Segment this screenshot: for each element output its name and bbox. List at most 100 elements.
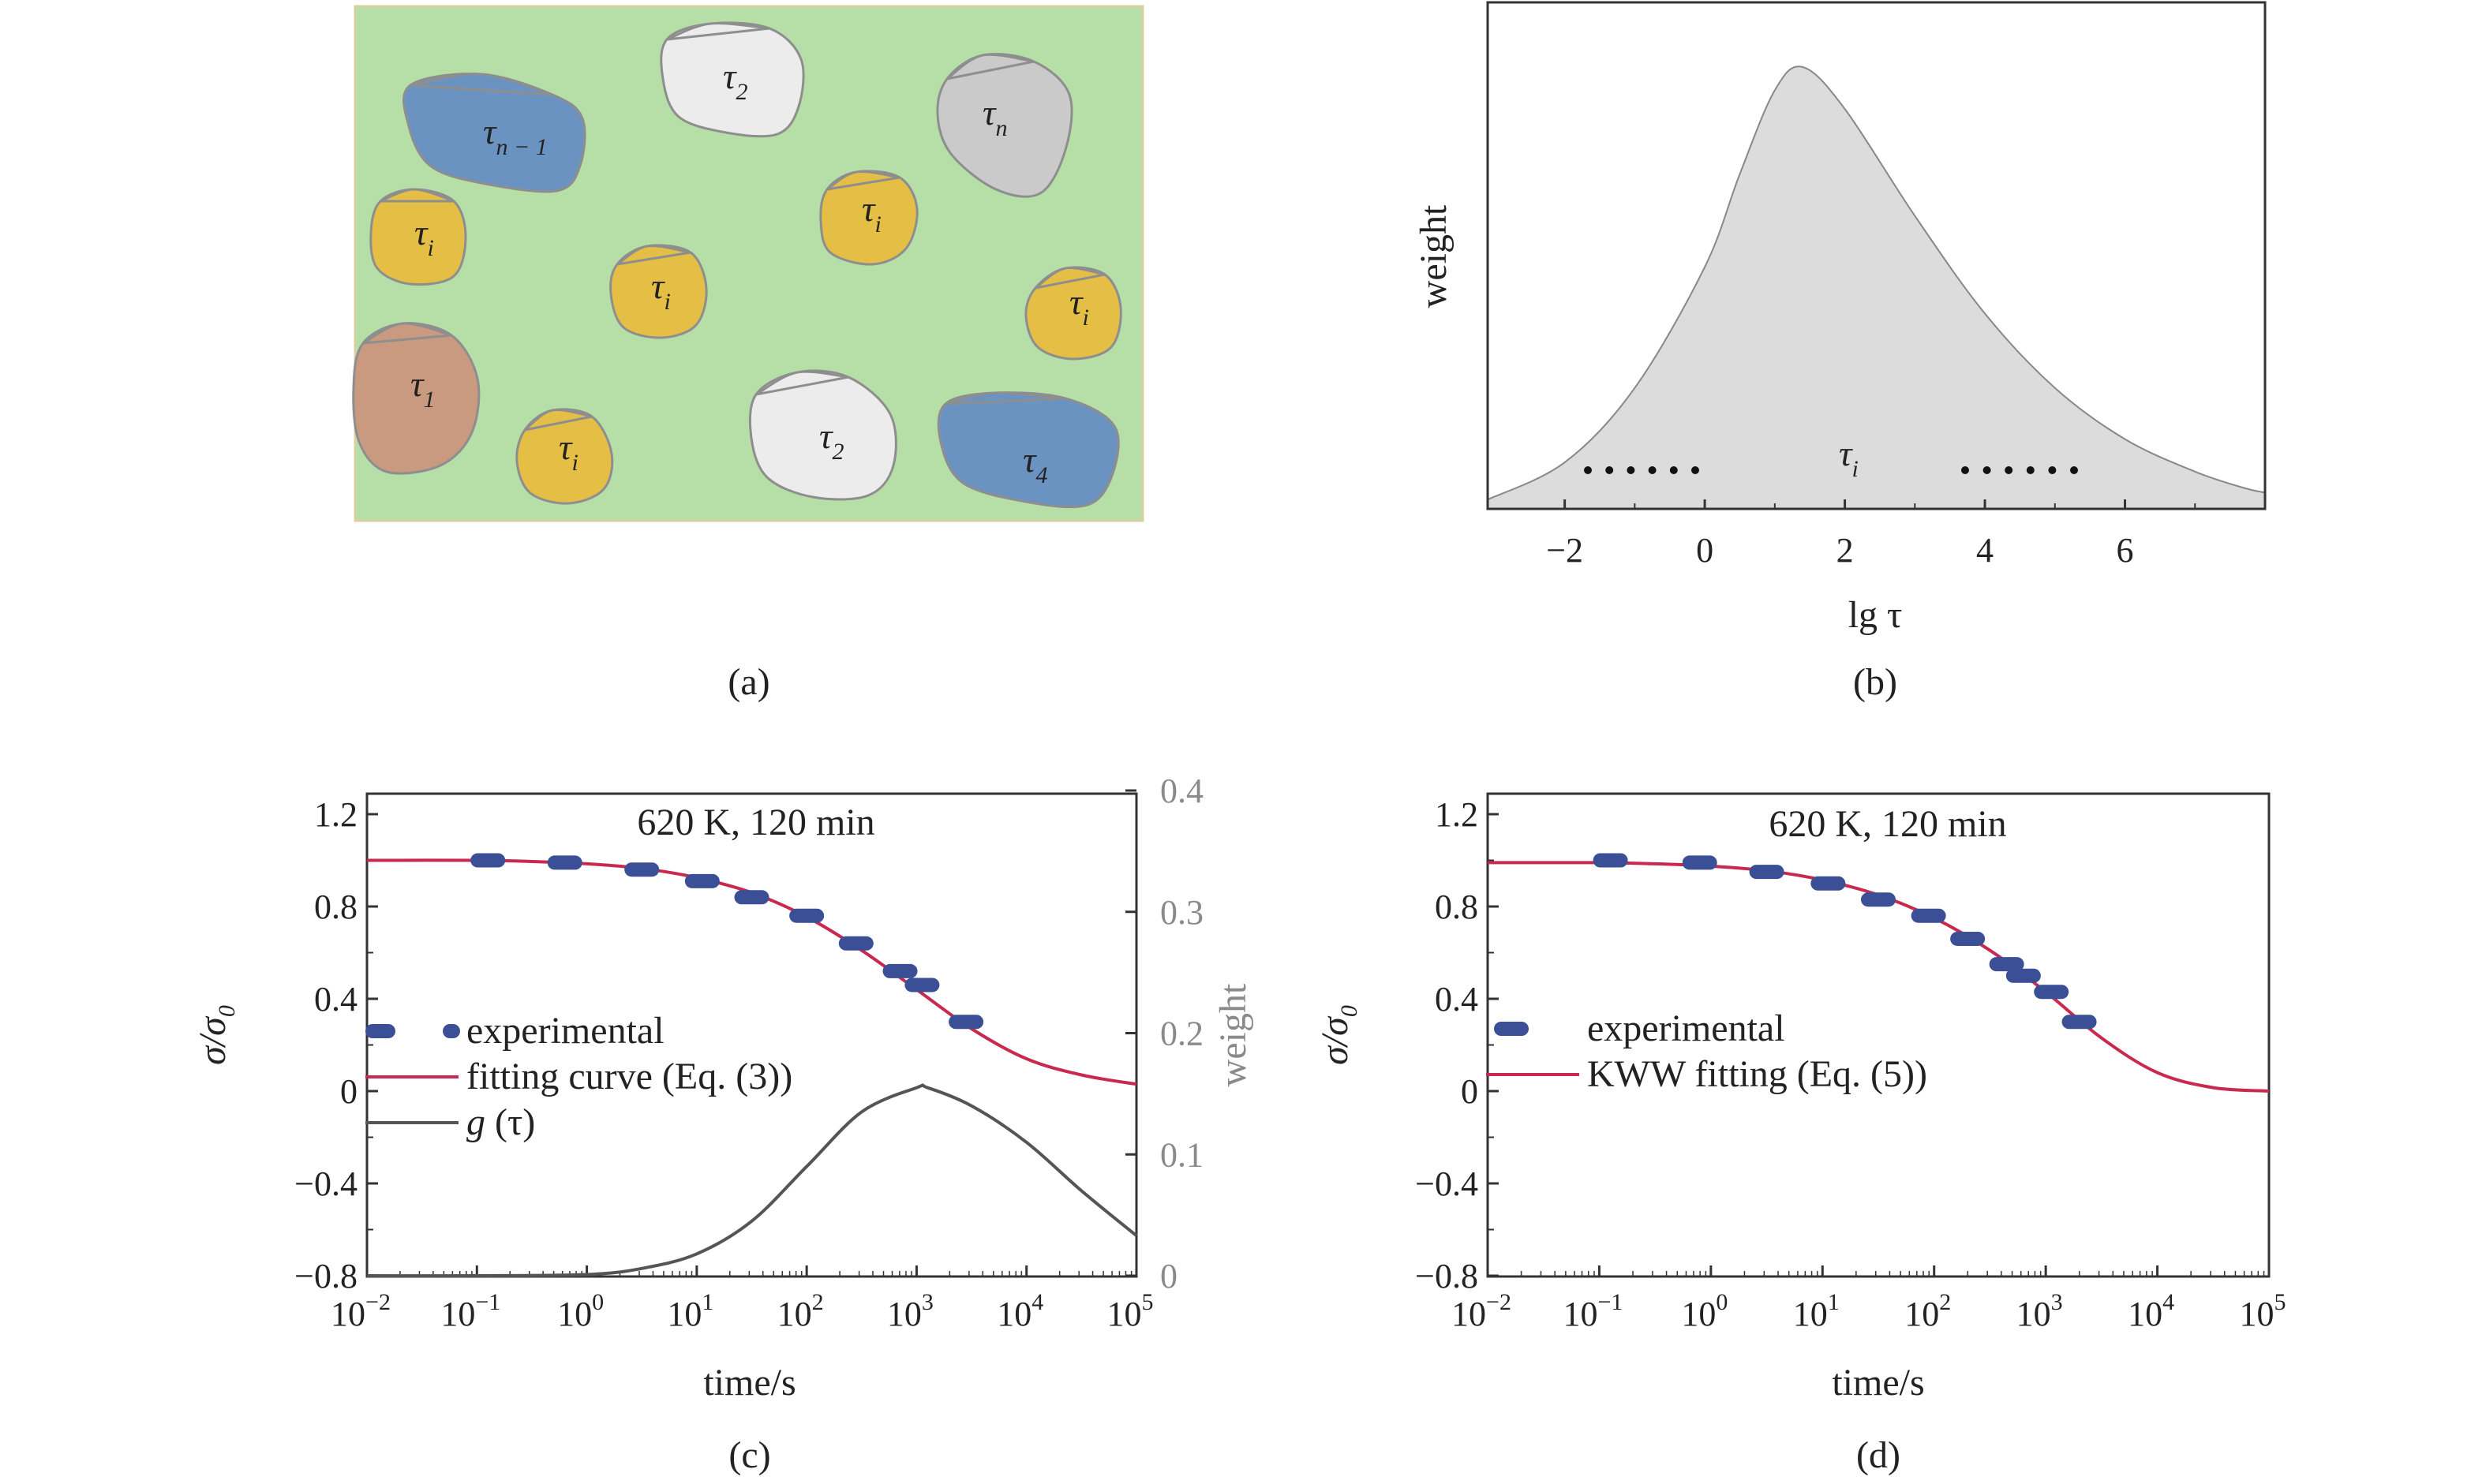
- series-line: [366, 858, 1137, 1086]
- panel-b-dotted-ellipsis: [1584, 466, 2078, 474]
- grain: [936, 53, 1073, 198]
- x-tick-label: 103: [2016, 1289, 2063, 1333]
- panel-b-x-tick-label: 6: [2117, 531, 2134, 570]
- grain: [1024, 266, 1122, 361]
- ellipsis-dot: [1691, 466, 1699, 474]
- grain-label: τ4: [1023, 439, 1047, 488]
- panel-c-y-axis-label: σ/σ0: [192, 1005, 240, 1065]
- panel-c: 620 K, 120 min 1.2 0.8 0.4 0 −0.4 −0.8 0.4 0.3…: [192, 772, 1254, 1476]
- legend-label: experimental: [1587, 1007, 1785, 1049]
- data-point: [2034, 985, 2069, 1000]
- panel-b-x-tick-label: 0: [1696, 531, 1713, 570]
- data-point: [2005, 968, 2041, 983]
- panel-c-title: 620 K, 120 min: [637, 802, 874, 843]
- y-tick-label: 1.2: [314, 795, 358, 834]
- legend-label: experimental: [466, 1010, 665, 1052]
- data-point: [1749, 865, 1784, 880]
- data-point: [1682, 855, 1717, 870]
- data-point: [1810, 876, 1846, 891]
- grain-label: τi: [414, 212, 434, 261]
- panel-b: τi −2 0 2 4 6 weight lg τ (b): [1413, 1, 2267, 703]
- ellipsis-dot: [1669, 466, 1678, 474]
- grain-label: τ2: [819, 416, 844, 465]
- grain-label: τn: [983, 92, 1007, 141]
- grain-label: τi: [862, 189, 882, 237]
- x-tick-label: 101: [1793, 1289, 1840, 1333]
- grain: [402, 73, 586, 193]
- ellipsis-dot: [2026, 466, 2035, 474]
- panel-b-tau-i-label: τi: [1839, 433, 1859, 482]
- panel-b-x-tick-label: −2: [1546, 531, 1583, 570]
- grain-label: τi: [559, 427, 578, 476]
- panel-d-title: 620 K, 120 min: [1769, 803, 2006, 845]
- ellipsis-dot: [2070, 466, 2078, 474]
- panel-b-x-tick-label: 2: [1836, 531, 1854, 570]
- y-tick-label: 0: [1461, 1072, 1478, 1111]
- data-point: [904, 977, 940, 992]
- panel-d-x-axis-label: time/s: [1832, 1362, 1924, 1404]
- panel-b-frame: [1486, 1, 2267, 510]
- y2-tick-label: 0: [1160, 1257, 1177, 1295]
- y-tick-label: 0: [340, 1072, 358, 1111]
- x-tick-label: 105: [2240, 1289, 2286, 1333]
- legend-marker: [1494, 1022, 1529, 1036]
- x-tick-label: 102: [1904, 1289, 1951, 1333]
- panel-b-x-tick-label: 4: [1976, 531, 1994, 570]
- panel-d-y-axis-label: σ/σ0: [1314, 1005, 1362, 1065]
- y-tick-label: 0.4: [1435, 980, 1478, 1019]
- ellipsis-dot: [1961, 466, 1969, 474]
- data-point: [547, 855, 582, 870]
- y2-tick-label: 0.2: [1160, 1015, 1204, 1053]
- series-line: [1487, 861, 2270, 1093]
- ellipsis-dot: [2048, 466, 2057, 474]
- panel-d: 620 K, 120 min 1.2 0.8 0.4 0 −0.4 −0.8 10−2 10…: [1314, 792, 2286, 1476]
- ellipsis-dot: [1584, 466, 1592, 474]
- grain-label: τn − 1: [483, 111, 548, 160]
- grain-label: τ1: [410, 364, 435, 413]
- data-point: [949, 1015, 984, 1030]
- x-tick-label: 104: [2128, 1289, 2174, 1333]
- data-point: [1861, 892, 1896, 907]
- ellipsis-dot: [1627, 466, 1635, 474]
- data-point: [789, 908, 825, 923]
- legend-marker: [443, 1024, 460, 1038]
- x-tick-label: 10−1: [1563, 1289, 1623, 1333]
- grain: [748, 369, 897, 501]
- y-tick-label: 0.8: [314, 888, 358, 926]
- x-tick-label: 104: [997, 1289, 1043, 1333]
- legend-label: fitting curve (Eq. (3)): [466, 1056, 792, 1097]
- x-tick-label: 105: [1107, 1289, 1154, 1333]
- data-point: [1950, 931, 1986, 946]
- grain: [609, 244, 708, 339]
- ellipsis-dot: [1648, 466, 1657, 474]
- grain: [937, 391, 1120, 509]
- x-tick-label: 10−2: [331, 1289, 391, 1333]
- grain-label: τi: [651, 266, 671, 315]
- panel-c-x-axis-label: time/s: [703, 1362, 796, 1404]
- y2-tick-label: 0.4: [1160, 772, 1204, 810]
- panel-b-weight-area: [1487, 65, 2266, 510]
- data-point: [1593, 853, 1628, 868]
- panel-d-frame: [1486, 792, 2271, 1278]
- ellipsis-dot: [2005, 466, 2013, 474]
- panel-c-y2-axis-label: weight: [1212, 983, 1254, 1086]
- x-tick-label: 10−2: [1451, 1289, 1511, 1333]
- data-point: [1911, 908, 1946, 923]
- grain-label: τi: [1069, 282, 1089, 331]
- ellipsis-dot: [1982, 466, 1991, 474]
- x-tick-label: 100: [1681, 1289, 1728, 1333]
- x-tick-label: 102: [777, 1289, 824, 1333]
- data-point: [624, 862, 660, 877]
- panel-b-caption: (b): [1853, 661, 1897, 703]
- y-tick-label: 0.4: [314, 980, 358, 1019]
- data-point: [470, 853, 506, 868]
- y-tick-label: −0.8: [294, 1257, 358, 1295]
- panel-b-x-axis-label: lg τ: [1848, 594, 1903, 636]
- x-tick-label: 100: [557, 1289, 604, 1333]
- grain: [369, 188, 467, 286]
- data-point: [838, 936, 874, 951]
- y-tick-label: 1.2: [1435, 795, 1478, 834]
- grain-label: τ2: [723, 56, 747, 105]
- x-tick-label: 103: [887, 1289, 934, 1333]
- data-point: [684, 873, 720, 888]
